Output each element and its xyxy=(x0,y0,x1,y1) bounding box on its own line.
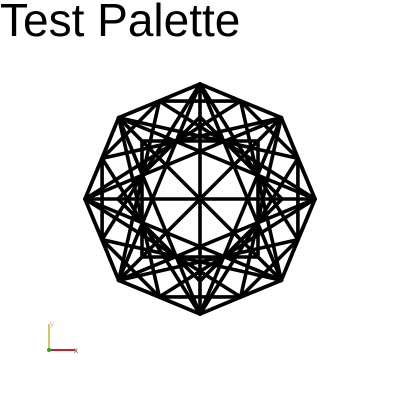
mesh-edge xyxy=(296,197,317,242)
mesh-edge xyxy=(116,237,300,283)
mesh-edge xyxy=(296,156,317,201)
mesh-edge xyxy=(83,197,104,242)
mesh-edge xyxy=(279,115,300,161)
mesh-edge xyxy=(157,295,202,316)
mesh-edge xyxy=(100,82,202,242)
y-axis-label: y xyxy=(50,319,54,328)
mesh-edge xyxy=(238,99,284,120)
mesh-edge xyxy=(116,115,317,201)
mesh-edge xyxy=(116,115,284,283)
mesh-edge xyxy=(279,237,300,283)
mesh-edge xyxy=(83,197,243,299)
mesh-edge xyxy=(83,115,284,201)
mesh-edge xyxy=(116,115,300,161)
mesh-edge xyxy=(116,278,162,299)
z-axis-dot xyxy=(47,348,51,352)
mesh-edge xyxy=(157,99,317,201)
mesh-edges xyxy=(83,82,317,316)
viewport-title: Test Palette xyxy=(0,0,241,46)
mesh-edge xyxy=(198,295,243,316)
mesh-edge xyxy=(116,115,162,299)
mesh-edge xyxy=(83,156,104,201)
mesh-edge xyxy=(83,99,243,201)
mesh-edge xyxy=(198,82,243,103)
mesh-edge xyxy=(157,82,202,103)
mesh-edge xyxy=(100,115,121,161)
mesh-edge xyxy=(238,278,284,299)
mesh-edge xyxy=(100,115,284,161)
mesh-edge xyxy=(100,237,121,283)
orientation-axes-icon: y x xyxy=(47,319,78,355)
x-axis-label: x xyxy=(74,346,78,355)
mesh-edge xyxy=(116,99,162,120)
